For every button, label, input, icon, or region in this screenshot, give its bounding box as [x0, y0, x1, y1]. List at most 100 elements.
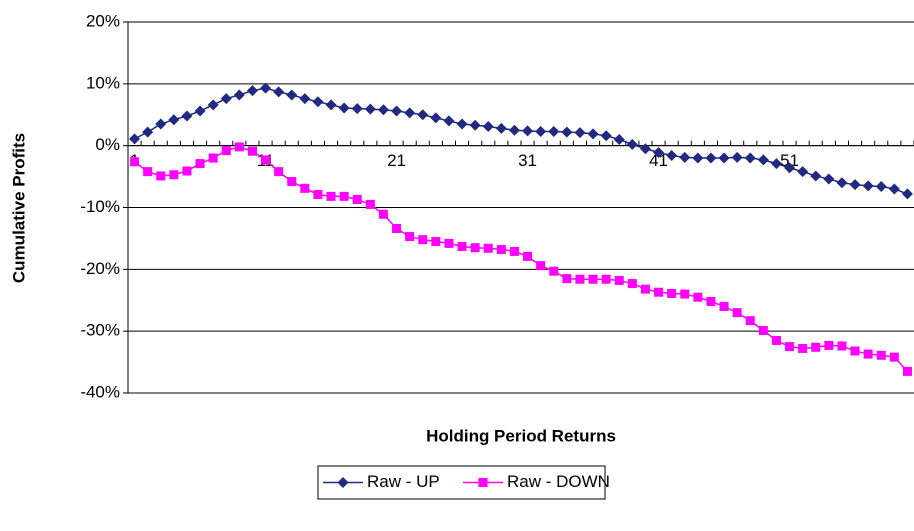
- y-tick-label: -10%: [80, 197, 120, 216]
- y-tick-label: 10%: [86, 73, 120, 92]
- data-point: [195, 159, 205, 169]
- data-point: [836, 177, 848, 189]
- data-point: [261, 155, 271, 165]
- data-point: [194, 105, 206, 117]
- data-point: [129, 133, 141, 145]
- data-point: [705, 152, 717, 164]
- data-point: [351, 103, 363, 115]
- data-point: [181, 110, 193, 122]
- data-point: [771, 335, 781, 345]
- data-point: [470, 243, 480, 253]
- data-point: [495, 122, 507, 134]
- data-point: [849, 179, 861, 191]
- data-point: [313, 190, 323, 200]
- data-point: [352, 194, 362, 204]
- data-point: [692, 152, 704, 164]
- data-point: [338, 102, 350, 114]
- data-point: [378, 209, 388, 219]
- data-point: [575, 274, 585, 284]
- data-point: [392, 224, 402, 234]
- data-point: [326, 191, 336, 201]
- data-point: [679, 151, 691, 163]
- data-point: [299, 93, 311, 105]
- data-point: [234, 142, 244, 152]
- data-point: [418, 235, 428, 245]
- data-point: [588, 274, 598, 284]
- data-point: [469, 119, 481, 131]
- data-point: [600, 130, 612, 142]
- data-point: [654, 287, 664, 297]
- data-point: [587, 128, 599, 140]
- data-point: [300, 183, 310, 193]
- data-point: [613, 133, 625, 145]
- data-point: [536, 261, 546, 271]
- data-point: [626, 138, 638, 150]
- data-point: [811, 342, 821, 352]
- data-point: [286, 89, 298, 101]
- y-tick-label: 0%: [95, 135, 120, 154]
- data-point: [797, 166, 809, 178]
- data-point: [548, 125, 560, 137]
- x-tick-label: 31: [518, 151, 537, 170]
- series-line: [134, 146, 909, 372]
- data-point: [837, 341, 847, 351]
- data-point: [535, 125, 547, 137]
- data-point: [142, 126, 154, 138]
- data-point: [719, 301, 729, 311]
- data-point: [888, 183, 900, 195]
- data-point: [561, 126, 573, 138]
- data-point: [574, 127, 586, 139]
- data-point: [758, 326, 768, 336]
- y-tick-label: 20%: [86, 11, 120, 30]
- data-point: [404, 107, 416, 119]
- data-point: [457, 241, 467, 251]
- y-tick-label: -30%: [80, 321, 120, 340]
- data-point: [260, 82, 272, 94]
- data-point: [417, 109, 429, 121]
- data-point: [431, 237, 441, 247]
- data-point: [391, 105, 403, 117]
- y-axis-title: Cumulative Profits: [9, 133, 28, 283]
- data-point: [274, 167, 284, 177]
- data-point: [509, 246, 519, 256]
- x-tick-label: 41: [649, 151, 668, 170]
- data-point: [246, 85, 258, 97]
- data-point: [365, 199, 375, 209]
- data-point: [456, 118, 468, 130]
- data-point: [666, 150, 678, 162]
- data-point: [377, 104, 389, 116]
- y-tick-label: -20%: [80, 259, 120, 278]
- data-point: [247, 146, 257, 156]
- data-point: [169, 170, 179, 180]
- legend-marker: [337, 477, 349, 488]
- data-point: [614, 275, 624, 285]
- data-point: [443, 115, 455, 127]
- data-point: [182, 166, 192, 176]
- data-point: [430, 112, 442, 124]
- data-point: [405, 232, 415, 242]
- data-point: [287, 177, 297, 187]
- data-point: [680, 289, 690, 299]
- data-point: [706, 296, 716, 306]
- data-point: [522, 125, 534, 137]
- data-point: [364, 103, 376, 115]
- data-point: [667, 288, 677, 298]
- x-tick-label: 51: [780, 151, 799, 170]
- data-point: [785, 342, 795, 352]
- data-point: [732, 308, 742, 318]
- data-point: [312, 96, 324, 108]
- data-point: [784, 162, 796, 174]
- data-point: [339, 191, 349, 201]
- data-point: [482, 120, 494, 132]
- data-point: [731, 151, 743, 163]
- data-point: [653, 146, 665, 158]
- y-tick-label: -40%: [80, 382, 120, 401]
- data-point: [824, 340, 834, 350]
- data-point: [208, 153, 218, 163]
- data-point: [757, 154, 769, 166]
- data-point: [496, 245, 506, 255]
- data-point: [155, 118, 167, 130]
- data-point: [444, 238, 454, 248]
- data-point: [875, 180, 887, 192]
